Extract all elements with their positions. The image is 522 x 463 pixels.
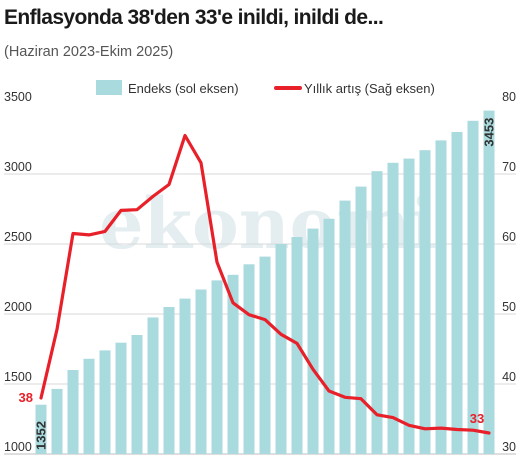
bar bbox=[259, 256, 271, 454]
watermark-text: ekonomi bbox=[99, 182, 437, 265]
bar bbox=[371, 171, 383, 454]
bar bbox=[35, 404, 47, 454]
bar bbox=[179, 298, 191, 454]
bar bbox=[275, 244, 287, 454]
bar bbox=[451, 132, 463, 454]
bar bbox=[147, 317, 159, 454]
bar bbox=[307, 228, 319, 454]
legend: Endeks (sol eksen) Yıllık artış (Sağ eks… bbox=[96, 80, 435, 96]
bar bbox=[99, 350, 111, 454]
left-axis-tick: 1500 bbox=[4, 370, 32, 384]
left-axis-tick: 3500 bbox=[4, 90, 32, 104]
left-axis-tick: 2500 bbox=[4, 230, 32, 244]
legend-bar-swatch bbox=[96, 80, 122, 95]
bar-series bbox=[35, 110, 495, 455]
bar bbox=[435, 140, 447, 454]
bar bbox=[483, 110, 495, 454]
bar bbox=[115, 342, 127, 454]
right-axis-tick: 70 bbox=[502, 160, 516, 174]
bar bbox=[323, 218, 335, 454]
bar bbox=[83, 358, 95, 454]
data-labels: 1352 3453 38 33 bbox=[19, 118, 497, 450]
bar bbox=[163, 307, 175, 454]
chart-title: Enflasyonda 38'den 33'e inildi, inildi d… bbox=[4, 6, 384, 29]
line-series bbox=[39, 133, 491, 435]
bar bbox=[243, 264, 255, 454]
bar bbox=[467, 120, 479, 455]
bar bbox=[355, 186, 367, 454]
line-path bbox=[39, 133, 491, 435]
bar bbox=[387, 162, 399, 455]
bar bbox=[339, 200, 351, 454]
right-axis-tick: 50 bbox=[502, 300, 516, 314]
bar bbox=[227, 274, 239, 454]
line-label-last: 33 bbox=[470, 411, 484, 426]
bar-label-last: 3453 bbox=[482, 118, 497, 147]
right-axis-tick: 30 bbox=[502, 440, 516, 454]
right-axis-tick: 60 bbox=[502, 230, 516, 244]
left-axis-tick: 1000 bbox=[4, 440, 32, 454]
bar bbox=[195, 289, 207, 454]
legend-line-label: Yıllık artış (Sağ eksen) bbox=[304, 81, 435, 96]
right-axis-tick: 40 bbox=[502, 370, 516, 384]
axis-ticks: 1000 1500 2000 2500 3000 3500 30 40 50 60 70 80 bbox=[4, 90, 516, 454]
bar bbox=[403, 158, 415, 454]
right-axis-tick: 80 bbox=[502, 90, 516, 104]
line-label-first: 38 bbox=[19, 390, 33, 405]
left-axis-tick: 3000 bbox=[4, 160, 32, 174]
bar bbox=[67, 370, 79, 454]
chart-subtitle: (Haziran 2023-Ekim 2025) bbox=[4, 44, 174, 60]
legend-bar-label: Endeks (sol eksen) bbox=[128, 81, 239, 96]
bar bbox=[131, 335, 143, 454]
left-axis-tick: 2000 bbox=[4, 300, 32, 314]
bar bbox=[51, 388, 63, 454]
bar bbox=[419, 150, 431, 454]
bar-label-first: 1352 bbox=[34, 421, 49, 450]
bar bbox=[211, 280, 223, 454]
